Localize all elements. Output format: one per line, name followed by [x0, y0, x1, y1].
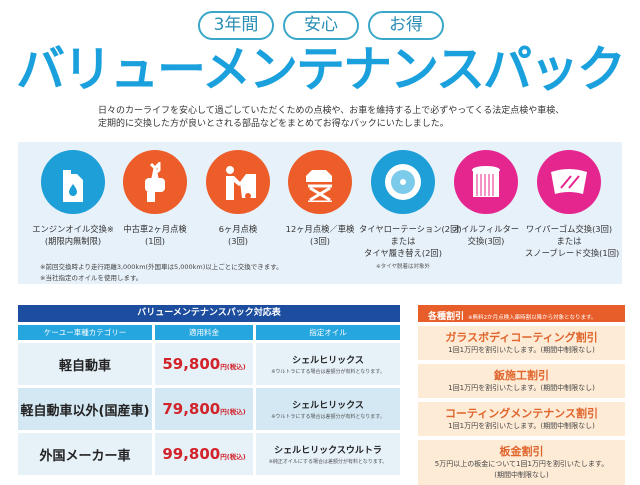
oil: シェルヒリックス: [292, 401, 364, 411]
table-title: バリューメンテナンスパック対応表: [18, 305, 400, 322]
service-label: ワイパーゴム交換(3回): [525, 224, 613, 234]
oil-note: ※純正オイルにする場合は差額分が有料となります。: [268, 459, 388, 465]
discount-desc: 1回1万円を割引いたします。(期間中制限なし): [448, 346, 595, 354]
service-item: エンジンオイル交換※ (期限内無制限): [29, 150, 117, 247]
oil-can-icon: [41, 150, 105, 214]
service-label: タイヤ履き替え(2回): [364, 248, 442, 258]
service-label: タイヤローテーション(2回): [359, 224, 462, 234]
discounts-note: ※無料2か月点検入庫時割以降から対象となります。: [468, 315, 597, 321]
price: 59,800円(税込): [162, 355, 246, 373]
table-row: 軽自動車 59,800円(税込) シェルヒリックス ※ウルトラにする場合は差額分が…: [18, 343, 400, 385]
discount-title: ガラスボディコーティング割引: [445, 331, 598, 344]
discounts-panel: 各種割引 ※無料2か月点検入庫時割以降から対象となります。 ガラスボディコーティン…: [418, 305, 625, 485]
discount-desc: 1回1万円を割引いたします。(期間中制限なし): [448, 422, 595, 430]
table-row: 外国メーカー車 99,800円(税込) シェルヒリックスウルトラ ※純正オイルにす…: [18, 433, 400, 475]
pricing-table: バリューメンテナンスパック対応表 ケーユー車種カテゴリー 適用料金 指定オイル …: [18, 305, 400, 475]
discount-card: 板金割引 5万円以上の板金について1回1万円を割引いたします。 (期間中制限なし): [418, 440, 625, 485]
discount-desc: 1回1万円を割引いたします。(期間中制限なし): [448, 384, 595, 392]
header-oil: 指定オイル: [256, 325, 400, 340]
badge-otoku: お得: [368, 11, 444, 40]
service-label: 中古車2ヶ月点検: [123, 224, 187, 234]
category: 外国メーカー車: [39, 448, 131, 464]
discount-card: コーティングメンテナンス割引 1回1万円を割引いたします。(期間中制限なし): [418, 402, 625, 436]
oil: シェルヒリックスウルトラ: [274, 446, 382, 456]
tire-icon: [371, 150, 435, 214]
service-label: 交換(3回): [467, 236, 505, 246]
discount-card: 鈑施工割引 1回1万円を割引いたします。(期間中制限なし): [418, 364, 625, 398]
badge-anshin: 安心: [283, 11, 359, 40]
wrench-hand-icon: [123, 150, 187, 214]
wiper-icon: [537, 150, 601, 214]
category: 軽自動車以外(国産車): [20, 403, 150, 419]
discount-card: ガラスボディコーティング割引 1回1万円を割引いたします。(期間中制限なし): [418, 326, 625, 360]
description-line-1: 日々のカーライフを安心して過ごしていただくための点検や、お車を維持する上で必ずや…: [98, 106, 565, 116]
badge-3-years: 3年間: [198, 11, 274, 40]
description-line-2: 定期的に交換した方が良いとされる部品などをまとめてお得なパックにいたしました。: [98, 119, 449, 129]
mechanic-car-icon: [206, 150, 270, 214]
discount-title: コーティングメンテナンス割引: [444, 407, 599, 420]
price: 99,800円(税込): [162, 445, 246, 463]
service-label: (期限内無制限): [44, 236, 102, 246]
table-row: 軽自動車以外(国産車) 79,800円(税込) シェルヒリックス ※ウルトラにする…: [18, 388, 400, 430]
service-label: 6ヶ月点検: [218, 224, 258, 234]
footnote-1: ※前回交換時より走行距離3,000km(外国車は5,000km)以上ごとに交換で…: [40, 263, 283, 271]
discounts-header: 各種割引 ※無料2か月点検入庫時割以降から対象となります。: [418, 305, 625, 322]
service-item: 12ヶ月点検／車検 (3回): [276, 150, 364, 247]
service-item: 6ヶ月点検 (3回): [194, 150, 282, 247]
service-label: エンジンオイル交換※: [32, 224, 114, 234]
discount-desc: 5万円以上の板金について1回1万円を割引いたします。: [434, 460, 609, 468]
service-label: 12ヶ月点検／車検: [285, 224, 355, 234]
oil-filter-icon: [454, 150, 518, 214]
discount-desc: (期間中制限なし): [494, 471, 549, 479]
price: 79,800円(税込): [162, 400, 246, 418]
service-label: スノーブレード交換(1回): [525, 248, 620, 258]
page-title: バリューメンテナンスパック: [15, 41, 626, 98]
oil-note: ※ウルトラにする場合は差額分が有料となります。: [271, 414, 385, 420]
footnote-2: ※当社指定のオイルを使用します。: [40, 274, 143, 282]
oil-note: ※ウルトラにする場合は差額分が有料となります。: [271, 369, 385, 375]
service-label: (3回): [227, 236, 249, 246]
header-price: 適用料金: [155, 325, 253, 340]
service-label: (1回): [144, 236, 166, 246]
service-item: 中古車2ヶ月点検 (1回): [111, 150, 199, 247]
service-item: オイルフィルター 交換(3回): [442, 150, 530, 247]
service-item: ワイパーゴム交換(3回) またはスノーブレード交換(1回): [525, 150, 620, 259]
service-note: ※タイヤ脱着は対象外: [376, 264, 430, 270]
category: 軽自動車: [58, 358, 111, 374]
service-item: タイヤローテーション(2回) またはタイヤ履き替え(2回) ※タイヤ脱着は対象外: [359, 150, 462, 270]
car-lift-icon: [288, 150, 352, 214]
service-label: オイルフィルター: [452, 224, 520, 234]
oil: シェルヒリックス: [292, 356, 364, 366]
service-label: (3回): [309, 236, 331, 246]
header-category: ケーユー車種カテゴリー: [18, 325, 152, 340]
service-label: または: [556, 236, 582, 246]
table-header: ケーユー車種カテゴリー 適用料金 指定オイル: [18, 325, 400, 340]
service-label: または: [390, 236, 416, 246]
discount-title: 板金割引: [499, 445, 544, 458]
discounts-title: 各種割引: [428, 312, 465, 322]
discount-title: 鈑施工割引: [494, 369, 549, 382]
